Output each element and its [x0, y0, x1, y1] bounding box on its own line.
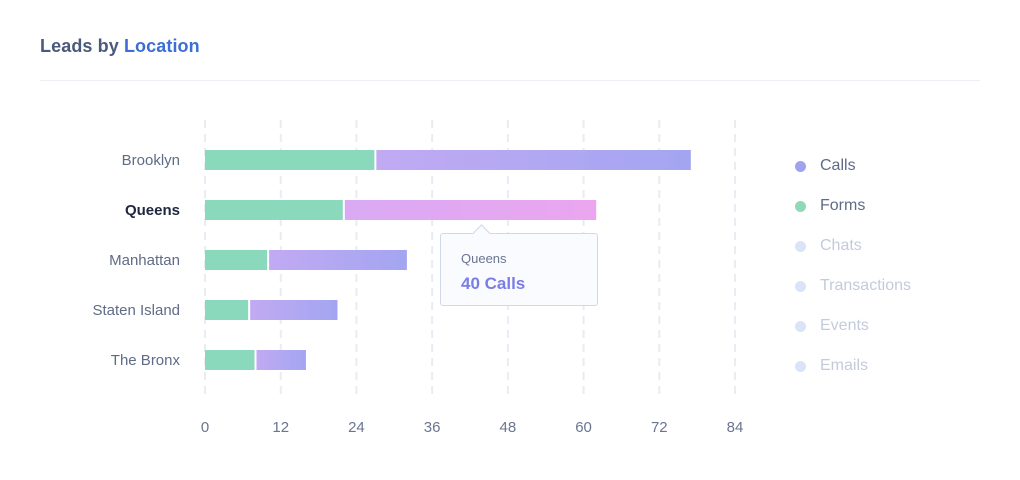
x-tick-label: 72: [651, 419, 668, 436]
bar-calls: [256, 350, 306, 370]
category-label: Manhattan: [109, 252, 180, 269]
chart-tooltip: Queens 40 Calls: [440, 224, 598, 306]
legend-dot: [795, 280, 806, 292]
legend-item-transactions[interactable]: Transactions: [795, 266, 911, 306]
legend-item-events[interactable]: Events: [795, 306, 911, 346]
x-tick-label: 84: [727, 419, 744, 436]
legend-label: Emails: [820, 357, 869, 374]
x-tick-label: 0: [201, 419, 209, 436]
bar-calls: [250, 300, 338, 320]
legend-label: Forms: [820, 197, 866, 214]
legend-item-forms[interactable]: Forms: [795, 186, 911, 226]
legend-item-emails[interactable]: Emails: [795, 346, 911, 386]
bar-calls: [269, 250, 407, 270]
x-tick-label: 36: [424, 419, 441, 436]
legend-label: Chats: [820, 237, 862, 254]
legend-item-chats[interactable]: Chats: [795, 226, 911, 266]
title-divider: [40, 80, 980, 81]
bar-calls: [376, 150, 691, 170]
category-label: Staten Island: [92, 302, 180, 319]
title-prefix: Leads by: [40, 36, 119, 56]
chart-legend: Calls Forms Chats Transactions Events Emails: [795, 146, 911, 386]
category-label: The Bronx: [111, 352, 181, 369]
legend-dot: [795, 200, 806, 212]
bar-forms: [205, 350, 255, 370]
bar-forms: [205, 250, 268, 270]
tooltip-category: Queens: [461, 251, 507, 266]
legend-label: Transactions: [820, 277, 911, 294]
legend-dot: [795, 320, 806, 332]
x-tick-label: 48: [500, 419, 517, 436]
x-tick-label: 24: [348, 419, 365, 436]
bar-forms: [205, 300, 249, 320]
bar-forms: [205, 200, 343, 220]
x-tick-label: 60: [575, 419, 592, 436]
legend-label: Events: [820, 317, 869, 334]
legend-dot: [795, 240, 806, 252]
legend-dot: [795, 160, 806, 172]
tooltip-value: 40 Calls: [461, 274, 526, 293]
bar-calls: [344, 200, 597, 220]
chart-title: Leads by Location: [40, 36, 200, 57]
legend-label: Calls: [820, 157, 856, 174]
category-label: Queens: [125, 202, 180, 219]
legend-dot: [795, 360, 806, 372]
legend-item-calls[interactable]: Calls: [795, 146, 911, 186]
x-tick-label: 12: [272, 419, 289, 436]
title-highlight: Location: [123, 36, 200, 56]
category-label: Brooklyn: [122, 152, 180, 169]
bar-forms: [205, 150, 375, 170]
